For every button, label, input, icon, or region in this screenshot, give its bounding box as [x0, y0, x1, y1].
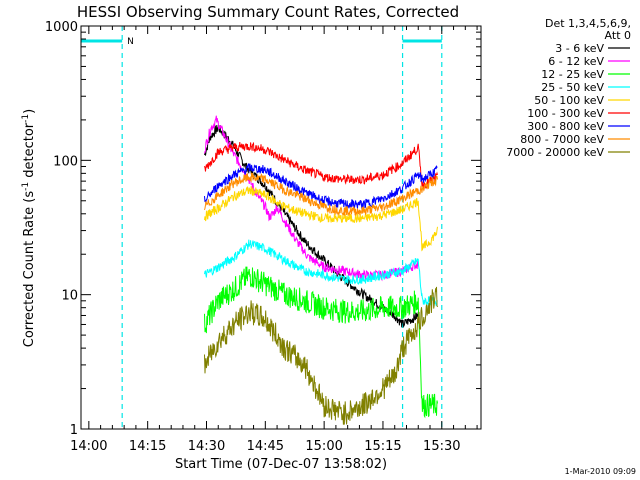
y-tick-label: 10 [61, 289, 78, 304]
legend-entry-label: 6 - 12 keV [548, 55, 604, 68]
legend-entry-label: 25 - 50 keV [541, 81, 604, 94]
x-axis-label: Start Time (07-Dec-07 13:58:02) [175, 457, 387, 472]
plot-frame [80, 25, 482, 430]
saa-bar [81, 39, 123, 43]
y-axis: 1 10 100 1000 [45, 20, 481, 438]
y-tick-label: 100 [53, 154, 78, 169]
x-tick-label: 15:30 [423, 439, 460, 454]
legend-header-line-1: Det 1,3,4,5,6,9, [545, 17, 631, 30]
legend-entry-label: 800 - 7000 keV [520, 133, 604, 146]
y-axis-label: Corrected Count Rate (s-1 detector-1) [21, 109, 37, 347]
legend-entry-label: 50 - 100 keV [534, 94, 604, 107]
x-tick-label: 15:15 [364, 439, 401, 454]
series-line [204, 239, 438, 307]
legend-header-line-2: Att 0 [605, 29, 631, 42]
y-tick-label: 1000 [45, 20, 78, 35]
series-line [204, 286, 438, 425]
x-tick-label: 14:00 [70, 439, 107, 454]
x-tick-label: 14:45 [247, 439, 284, 454]
legend-entry-label: 12 - 25 keV [541, 68, 604, 81]
series-line [204, 172, 438, 216]
x-tick-label: 14:15 [129, 439, 166, 454]
y-tick-label: 1 [70, 423, 78, 438]
series-line [204, 162, 438, 209]
series-line [204, 266, 438, 419]
chart-title: HESSI Observing Summary Count Rates, Cor… [77, 3, 459, 21]
x-tick-label: 15:00 [305, 439, 342, 454]
saa-bar [402, 39, 442, 43]
plot-area: N [81, 26, 443, 429]
legend-entry-label: 300 - 800 keV [527, 120, 604, 133]
legend-entry-label: 3 - 6 keV [555, 42, 604, 55]
series-line [204, 142, 438, 191]
x-tick-label: 14:30 [188, 439, 225, 454]
legend-entry-label: 100 - 300 keV [527, 107, 604, 120]
x-axis: 14:00 14:15 14:30 14:45 15:00 15:15 15:30 [70, 26, 478, 454]
legend-entry-label: 7000 - 20000 keV [506, 146, 604, 159]
series-line [204, 186, 438, 252]
flag-label: N [127, 37, 134, 47]
footer-timestamp: 1-Mar-2010 09:09 [565, 467, 636, 476]
